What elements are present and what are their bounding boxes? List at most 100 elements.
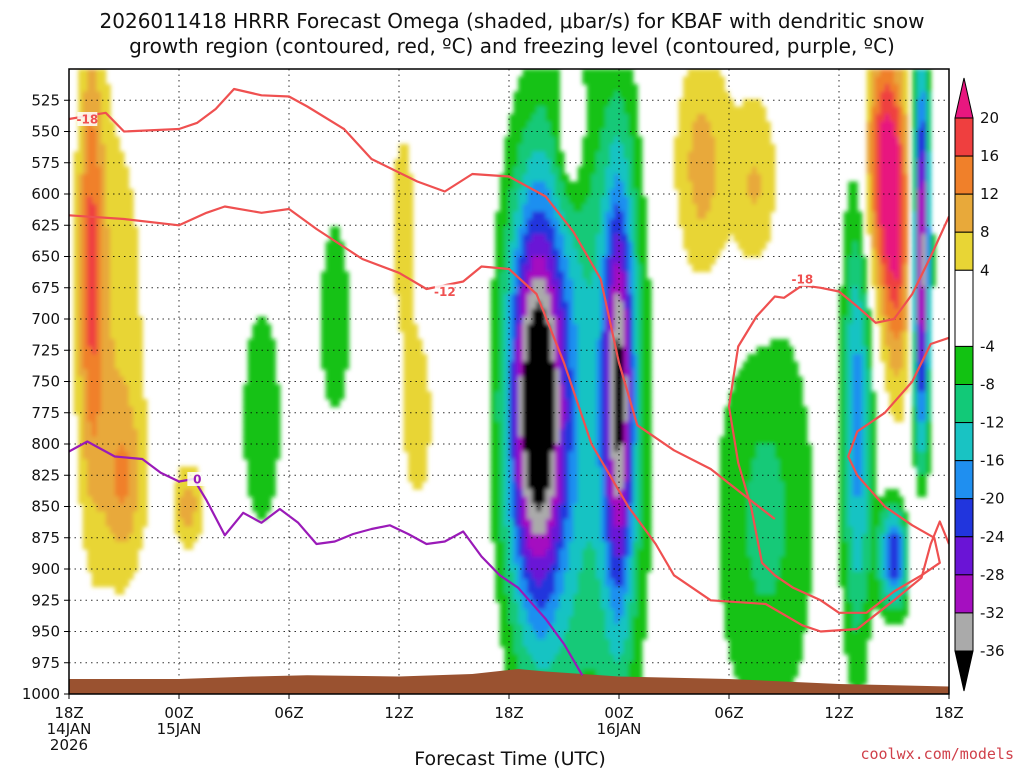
omega-cell [536,166,542,175]
omega-cell [527,429,533,438]
omega-cell [738,189,744,198]
omega-cell [628,121,634,130]
omega-cell [509,556,515,565]
omega-cell [403,256,409,265]
omega-cell [417,346,423,355]
omega-cell [742,361,748,370]
omega-cell [421,376,428,385]
omega-cell [91,511,98,520]
omega-cell [550,609,556,618]
omega-cell [628,609,634,618]
omega-cell [495,579,501,588]
omega-cell [541,451,547,460]
omega-cell [586,586,593,595]
omega-cell [600,564,606,573]
omega-cell [96,324,102,333]
omega-cell [729,174,735,183]
omega-cell [527,654,533,663]
omega-cell [761,159,767,168]
omega-cell [586,451,593,460]
omega-cell [128,399,134,408]
omega-cell [559,496,565,505]
omega-cell [623,399,629,408]
omega-cell [247,489,253,498]
omega-cell [545,151,551,160]
omega-cell [110,301,116,310]
omega-cell [518,279,524,288]
omega-cell [678,189,684,198]
omega-cell [124,294,130,303]
omega-cell [577,481,583,490]
omega-cell [738,571,744,580]
omega-cell [261,316,267,325]
omega-cell [614,504,620,513]
omega-cell [325,249,331,258]
omega-cell [632,121,638,130]
omega-cell [765,451,771,460]
omega-cell [573,504,579,513]
omega-cell [119,541,125,550]
omega-cell [545,399,551,408]
omega-cell [701,226,707,235]
omega-cell [586,511,593,520]
omega-cell [421,421,428,430]
omega-cell [275,421,281,430]
omega-cell [605,211,611,220]
omega-cell [742,159,748,168]
omega-cell [596,196,602,205]
omega-cell [339,331,345,340]
omega-cell [564,249,570,258]
omega-cell [609,534,616,543]
omega-cell [110,286,116,295]
omega-cell [256,414,263,423]
omega-cell [124,526,130,535]
omega-cell [573,616,579,625]
omega-cell [101,174,107,183]
omega-cell [247,361,253,370]
omega-cell [586,496,593,505]
omega-cell [128,376,134,385]
omega-cell [559,331,565,340]
omega-cell [550,511,556,520]
omega-cell [632,204,638,213]
omega-cell [91,429,98,438]
omega-cell [751,181,758,190]
omega-cell [710,84,716,93]
omega-cell [609,594,616,603]
omega-cell [403,226,409,235]
omega-cell [417,384,423,393]
omega-cell [124,436,130,445]
omega-cell [724,421,730,430]
omega-cell [541,534,547,543]
omega-cell [637,174,643,183]
omega-cell [586,631,593,640]
omega-cell [522,84,528,93]
omega-cell [586,421,593,430]
omega-cell [541,114,547,123]
omega-cell [78,279,84,288]
omega-cell [619,346,625,355]
omega-cell [527,69,533,78]
omega-cell [137,406,143,415]
omega-cell [609,121,616,130]
omega-cell [261,324,267,333]
omega-cell [710,219,716,228]
omega-cell [619,136,625,145]
omega-cell [96,579,102,588]
omega-cell [101,466,107,475]
omega-cell [421,354,428,363]
omega-cell [87,271,93,280]
omega-cell [564,384,570,393]
omega-cell [761,384,767,393]
omega-cell [421,369,428,378]
omega-cell [509,661,515,670]
omega-cell [550,241,556,250]
omega-cell [91,489,98,498]
omega-cell [509,211,515,220]
omega-cell [499,294,506,303]
omega-cell [573,541,579,550]
omega-cell [623,219,629,228]
omega-cell [243,391,249,400]
omega-cell [554,339,561,348]
omega-cell [499,361,506,370]
